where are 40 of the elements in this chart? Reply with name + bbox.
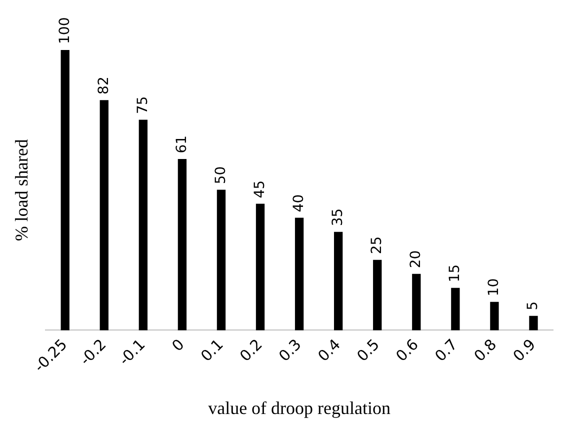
x-tick-label: -0.2 [76, 335, 110, 369]
x-axis-title: value of droop regulation [208, 398, 391, 418]
data-label: 10 [486, 278, 502, 296]
x-tick-label: 0.3 [275, 335, 305, 366]
x-tick-label: 0 [168, 335, 188, 355]
data-label: 15 [447, 264, 464, 282]
data-label: 82 [96, 76, 112, 94]
data-label: 45 [252, 180, 268, 198]
x-tick-label: 0.2 [236, 335, 266, 366]
data-label: 61 [174, 135, 190, 154]
bar [490, 302, 499, 330]
x-tick-label: 0.4 [314, 335, 344, 366]
x-tick-label: 0.9 [509, 335, 540, 366]
bar [294, 218, 304, 330]
x-tick-label: 0.6 [392, 335, 422, 366]
data-label: 5 [525, 301, 542, 310]
data-label: 35 [330, 208, 346, 226]
bar [451, 288, 460, 330]
bar [60, 50, 70, 330]
bar [216, 190, 226, 330]
x-tick-label: 0.8 [470, 335, 500, 366]
x-tick-label: -0.1 [115, 335, 149, 369]
y-axis-title: % load shared [12, 139, 32, 242]
data-label: 75 [134, 96, 151, 114]
data-label: 50 [212, 166, 229, 184]
x-tick-label: 0.5 [353, 335, 383, 366]
bar [138, 120, 148, 330]
data-label: 100 [56, 17, 73, 44]
bar [256, 204, 265, 330]
data-label: 20 [408, 250, 424, 268]
bar [100, 100, 108, 330]
data-label: 25 [369, 236, 385, 254]
data-label: 40 [290, 194, 307, 212]
x-tick-label: 0.1 [197, 335, 227, 366]
bar [178, 158, 187, 330]
x-tick-label: 0.7 [431, 335, 462, 366]
bar [412, 274, 421, 330]
bar [334, 232, 343, 330]
bar [529, 316, 538, 330]
bar [373, 260, 382, 330]
